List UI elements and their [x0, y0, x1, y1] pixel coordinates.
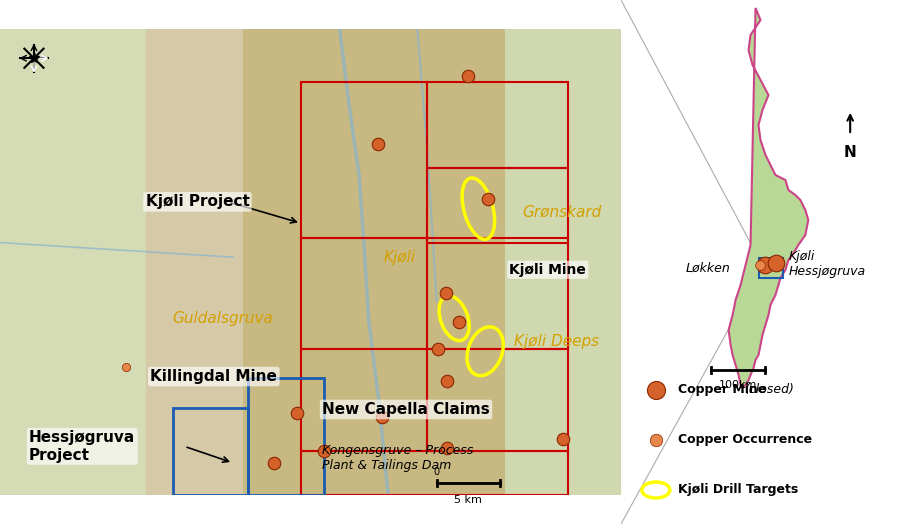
Text: Kjøli Project: Kjøli Project: [146, 194, 249, 210]
Bar: [301, 350, 427, 451]
Text: Kjøli Drill Targets: Kjøli Drill Targets: [678, 484, 798, 497]
Text: 0: 0: [434, 467, 440, 477]
Text: Hessjøgruva
Project: Hessjøgruva Project: [29, 430, 135, 463]
Polygon shape: [505, 29, 621, 495]
Text: (closed): (closed): [743, 384, 794, 397]
Text: New Capella Claims: New Capella Claims: [322, 402, 490, 417]
Text: Kjøli
Hessjøgruva: Kjøli Hessjøgruva: [788, 250, 866, 278]
Text: 5 km: 5 km: [454, 495, 482, 505]
Text: Killingdal Mine: Killingdal Mine: [150, 369, 277, 384]
Text: N: N: [844, 145, 857, 160]
Text: Kjøli Mine: Kjøli Mine: [509, 263, 586, 277]
Text: Kongensgruve – Process
Plant & Tailings Dam: Kongensgruve – Process Plant & Tailings …: [322, 444, 473, 472]
Bar: [173, 408, 248, 495]
Bar: [759, 258, 783, 278]
Text: Kjøli Deeps: Kjøli Deeps: [514, 334, 599, 349]
Bar: [248, 378, 324, 495]
Text: Copper Occurrence: Copper Occurrence: [678, 433, 812, 446]
Polygon shape: [0, 29, 146, 495]
Bar: [427, 82, 568, 168]
Text: Copper Mine: Copper Mine: [678, 384, 770, 397]
Bar: [301, 82, 427, 238]
Bar: [301, 238, 427, 350]
Text: 100km: 100km: [719, 380, 757, 390]
Text: Løkken: Løkken: [686, 261, 731, 275]
Bar: [427, 168, 568, 243]
Bar: [427, 238, 568, 350]
Text: Grønskard: Grønskard: [522, 204, 601, 219]
Bar: [301, 451, 568, 495]
Bar: [427, 350, 568, 451]
Text: Guldalsgruva: Guldalsgruva: [173, 311, 274, 326]
Polygon shape: [729, 8, 808, 388]
FancyBboxPatch shape: [0, 29, 621, 495]
Polygon shape: [243, 29, 505, 495]
Text: Kjøli: Kjøli: [383, 249, 416, 265]
